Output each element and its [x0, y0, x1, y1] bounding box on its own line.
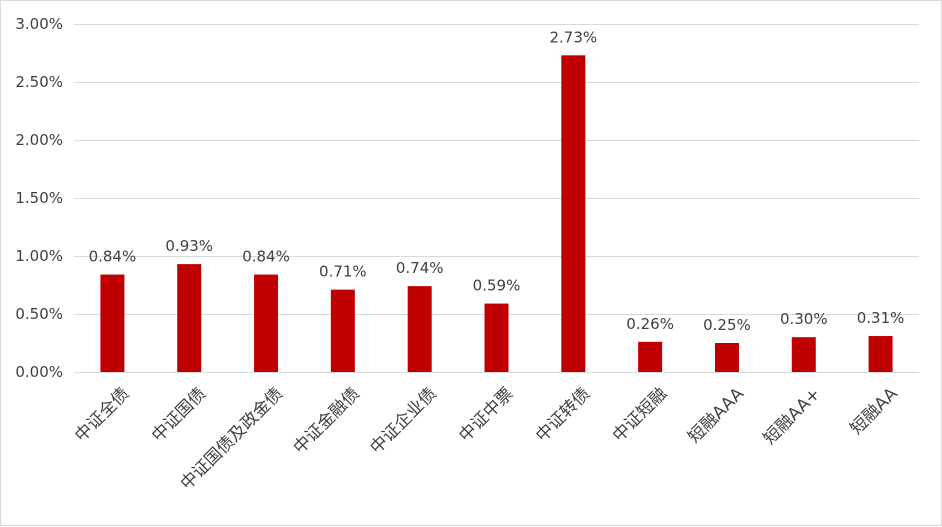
gridlines — [74, 24, 919, 373]
bar — [638, 341, 663, 372]
bar — [714, 343, 739, 372]
x-category-label: 短融AAA — [684, 384, 748, 448]
data-label: 0.74% — [396, 259, 444, 277]
x-category-label: 中证中票 — [455, 384, 517, 446]
data-label: 0.31% — [857, 309, 905, 327]
bar — [177, 264, 202, 372]
x-category-label: 中证国债 — [148, 384, 210, 446]
bar — [561, 55, 586, 372]
y-axis-ticks: 0.00% 0.50% 1.00% 1.50% 2.00% 2.50% 3.00% — [15, 15, 63, 381]
bar — [791, 337, 816, 372]
y-tick-label: 0.50% — [15, 305, 63, 323]
data-label: 0.71% — [319, 263, 367, 281]
y-tick-label: 3.00% — [15, 15, 63, 33]
x-category-label: 中证企业债 — [366, 384, 440, 458]
data-label: 0.59% — [473, 277, 521, 295]
data-label: 0.84% — [89, 248, 137, 266]
data-label: 0.93% — [165, 237, 213, 255]
bars — [100, 55, 893, 372]
data-label: 0.84% — [242, 248, 290, 266]
bar — [407, 286, 432, 372]
x-category-label: 中证转债 — [532, 384, 594, 446]
data-label: 2.73% — [549, 28, 597, 46]
x-category-label: 短融AA — [847, 384, 902, 439]
bar — [868, 336, 893, 372]
bar — [484, 303, 509, 372]
data-label: 0.25% — [703, 316, 751, 334]
x-category-label: 中证短融 — [609, 384, 671, 446]
data-label: 0.26% — [626, 315, 674, 333]
y-tick-label: 1.50% — [15, 189, 63, 207]
x-category-label: 中证全债 — [71, 384, 133, 446]
x-category-label: 中证金融债 — [290, 384, 364, 458]
data-label: 0.30% — [780, 310, 828, 328]
y-tick-label: 2.50% — [15, 73, 63, 91]
y-tick-label: 0.00% — [15, 363, 63, 381]
bar — [100, 274, 125, 372]
bar — [330, 289, 355, 372]
y-tick-label: 1.00% — [15, 247, 63, 265]
x-category-label: 短融AA+ — [760, 384, 825, 449]
y-tick-label: 2.00% — [15, 131, 63, 149]
data-labels: 0.84% 0.93% 0.84% 0.71% 0.74% 0.59% 2.73% 0.26%… — [89, 28, 905, 334]
bar — [254, 274, 279, 372]
